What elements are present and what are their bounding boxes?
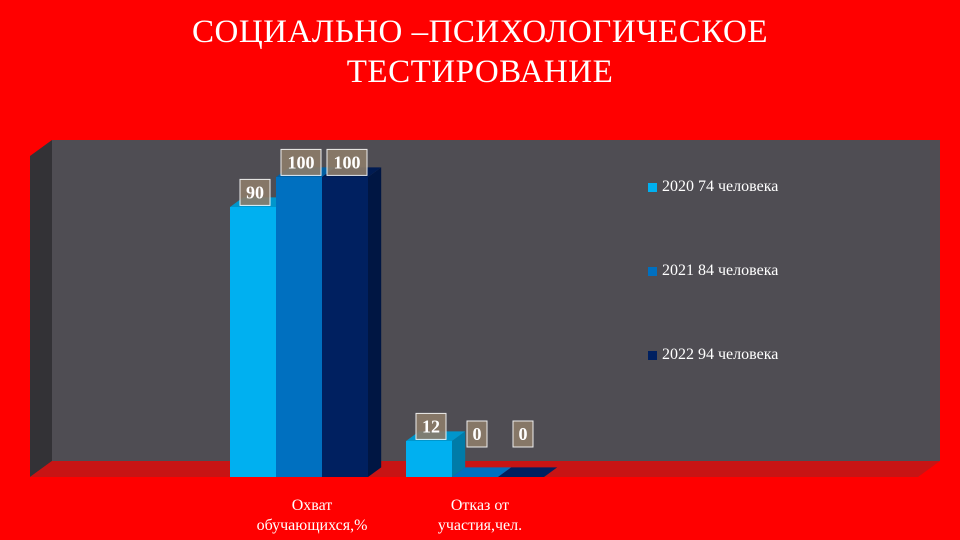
data-label-2-0: 100 xyxy=(334,152,361,172)
chart-title-line-1: СОЦИАЛЬНО –ПСИХОЛОГИЧЕСКОЕ xyxy=(191,14,768,50)
data-label-box-1-0 xyxy=(280,148,322,176)
bar-side-0-1 xyxy=(452,431,466,477)
data-label-0-1: 12 xyxy=(422,416,440,436)
legend-swatch xyxy=(648,266,657,276)
back-wall xyxy=(52,140,940,461)
legend-item-1: 2021 84 человека xyxy=(648,262,778,280)
legend-label: 2021 84 человека xyxy=(662,262,779,279)
data-label-box-1-1 xyxy=(466,420,488,448)
chart-title-line-2: ТЕСТИРОВАНИЕ xyxy=(346,54,614,90)
bar-2-1 xyxy=(498,467,558,477)
legend-label: 2020 74 человека xyxy=(662,178,779,195)
category-label-line: участия,чел. xyxy=(437,517,523,534)
category-label-line: Отказ от xyxy=(450,497,510,514)
data-label-box-0-1 xyxy=(415,412,447,440)
bar-1-1 xyxy=(452,467,512,477)
legend-item-0: 2020 74 человека xyxy=(648,178,778,196)
bar-side-2-0 xyxy=(368,167,382,477)
data-label-box-2-0 xyxy=(326,148,368,176)
legend-item-2: 2022 94 человека xyxy=(648,346,778,364)
legend-swatch xyxy=(648,182,657,192)
chart-title: СОЦИАЛЬНО –ПСИХОЛОГИЧЕСКОЕ ТЕСТИРОВАНИЕ xyxy=(0,12,960,92)
category-label-line: обучающихся,% xyxy=(256,517,368,534)
bar-0-0 xyxy=(230,207,276,477)
data-label-2-1: 0 xyxy=(519,424,528,444)
bar-0-1 xyxy=(406,441,452,477)
data-label-1-0: 100 xyxy=(288,152,315,172)
category-label-line: Охват xyxy=(291,497,333,514)
legend-label: 2022 94 человека xyxy=(662,346,779,363)
bar-2-0 xyxy=(322,177,368,477)
category-label-1: Отказ от участия,чел. xyxy=(400,496,560,536)
bar-1-0 xyxy=(276,177,322,477)
side-wall xyxy=(30,140,52,477)
data-label-1-1: 0 xyxy=(473,424,482,444)
category-label-0: Охват обучающихся,% xyxy=(232,496,392,536)
legend-swatch xyxy=(648,350,657,360)
data-label-0-0: 90 xyxy=(246,182,264,202)
data-label-box-2-1 xyxy=(512,420,534,448)
data-label-box-0-0 xyxy=(239,178,271,206)
